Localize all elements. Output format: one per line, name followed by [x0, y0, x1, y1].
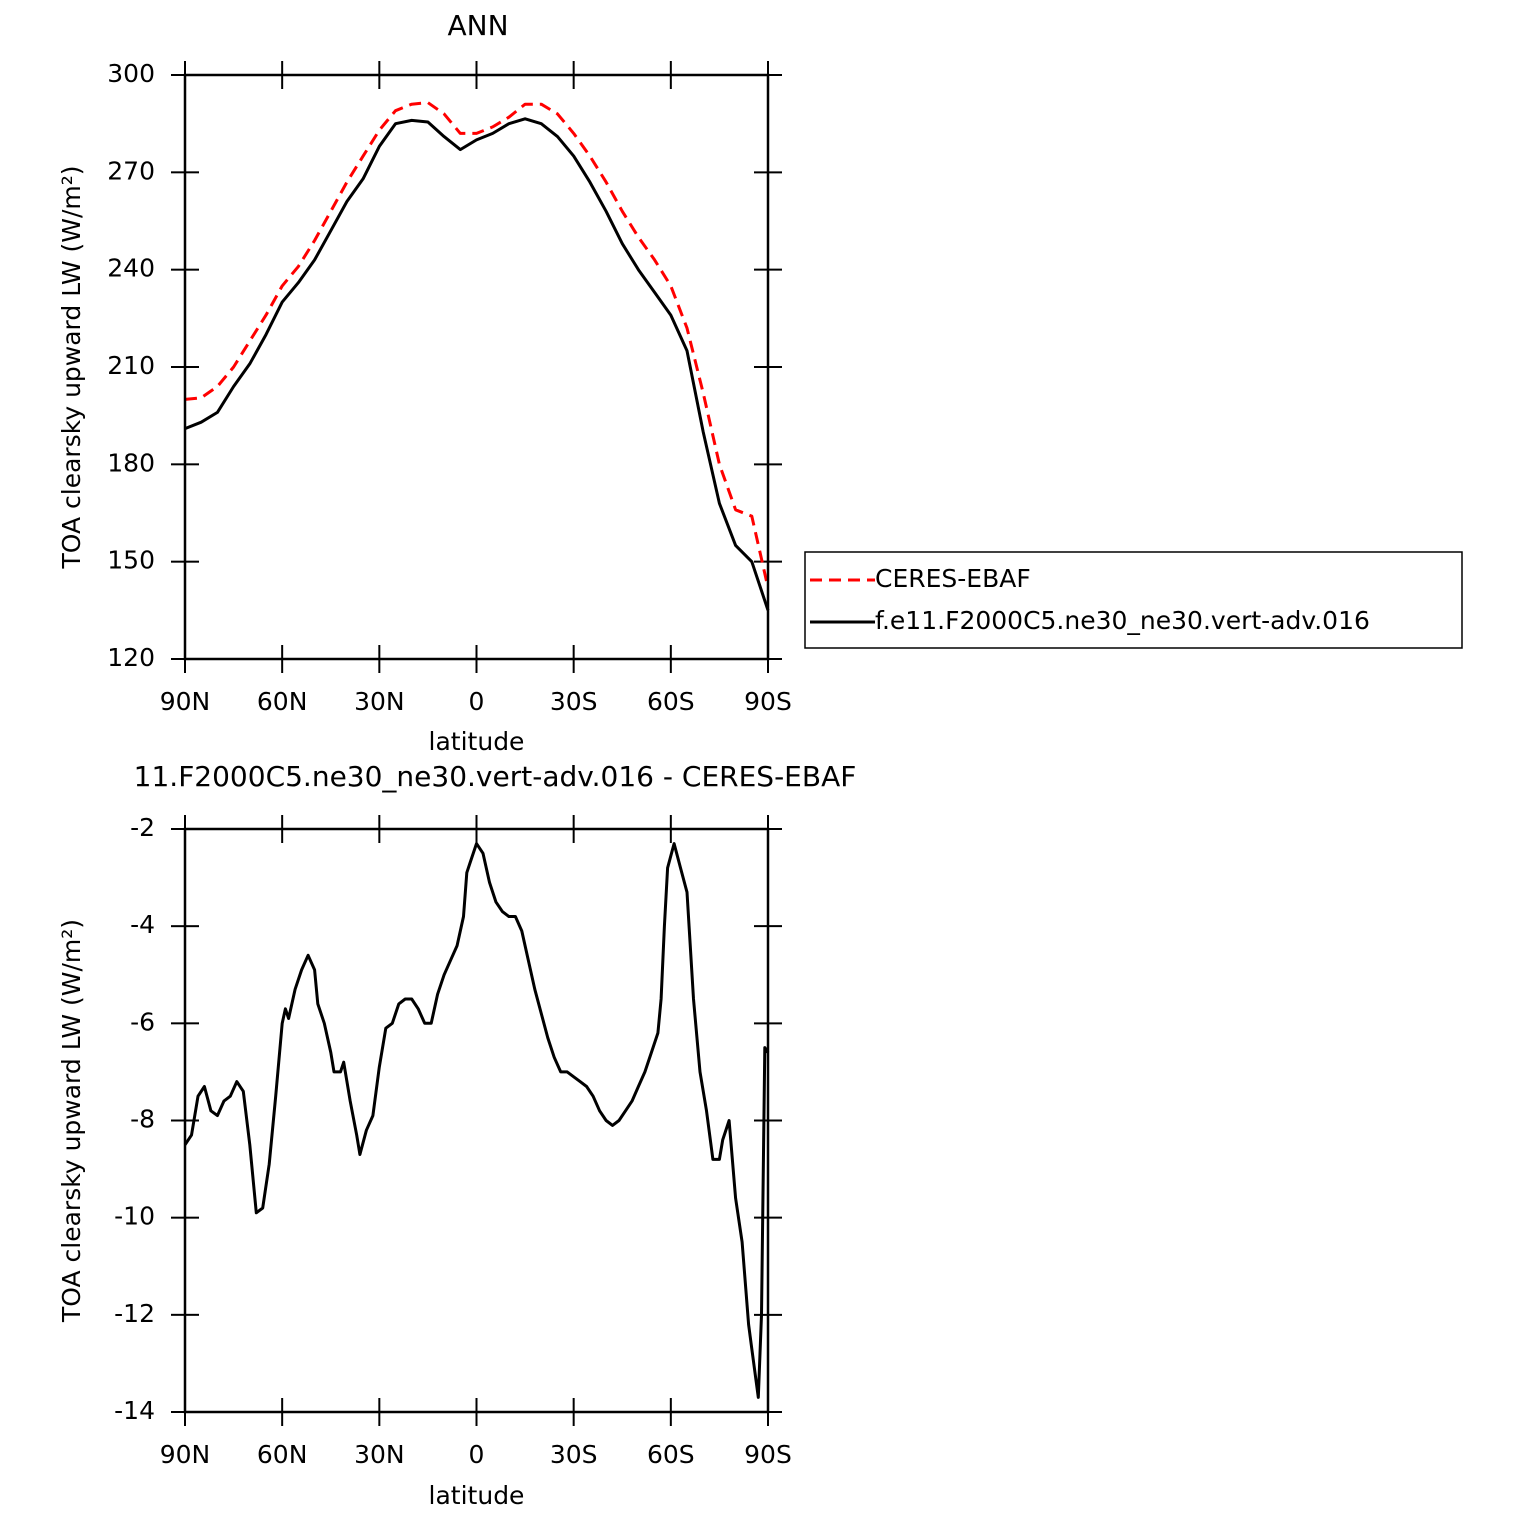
plot-frame	[183, 827, 770, 1414]
chart-title: 11.F2000C5.ne30_ne30.vert-adv.016 - CERE…	[134, 760, 857, 793]
data-line	[184, 101, 770, 588]
x-tick-label: 30S	[550, 1440, 598, 1469]
y-axis-label: TOA clearsky upward LW (W/m²)	[57, 165, 86, 569]
chart-panel: 11.F2000C5.ne30_ne30.vert-adv.016 - CERE…	[57, 760, 856, 1510]
x-tick-label: 90N	[160, 687, 211, 716]
y-axis-label: TOA clearsky upward LW (W/m²)	[57, 919, 86, 1323]
chart-title: ANN	[447, 9, 508, 42]
x-tick-label: 60S	[647, 1440, 695, 1469]
x-tick-label: 90S	[744, 1440, 792, 1469]
x-axis-label: latitude	[429, 1481, 525, 1510]
legend-label: CERES-EBAF	[875, 564, 1031, 593]
legend-box	[804, 551, 1463, 649]
y-tick-label: 150	[107, 546, 155, 575]
y-tick-label: -14	[114, 1396, 155, 1425]
plot-frame	[183, 73, 770, 661]
data-line	[183, 842, 770, 1399]
x-tick-label: 60N	[257, 687, 308, 716]
x-tick-label: 30S	[550, 687, 598, 716]
y-tick-label: 180	[107, 448, 155, 477]
x-tick-label: 90N	[160, 1440, 211, 1469]
x-tick-label: 60N	[257, 1440, 308, 1469]
x-tick-label: 30N	[354, 1440, 405, 1469]
x-tick-label: 60S	[647, 687, 695, 716]
data-line	[184, 117, 770, 611]
y-tick-label: -8	[130, 1105, 155, 1134]
y-tick-label: -4	[130, 910, 155, 939]
y-tick-label: -2	[130, 813, 155, 842]
y-tick-label: -12	[114, 1299, 155, 1328]
x-tick-label: 0	[469, 687, 485, 716]
x-tick-label: 30N	[354, 687, 405, 716]
y-tick-label: 240	[107, 254, 155, 283]
x-tick-label: 0	[469, 1440, 485, 1469]
y-tick-label: 210	[107, 351, 155, 380]
chart-panel: ANN latitude TOA clearsky upward LW (W/m²)…	[57, 9, 1463, 756]
y-tick-label: 300	[107, 59, 155, 88]
legend: CERES-EBAF f.e11.F2000C5.ne30_ne30.vert-a…	[804, 551, 1463, 649]
y-tick-label: 120	[107, 643, 155, 672]
x-tick-label: 90S	[744, 687, 792, 716]
x-axis-label: latitude	[429, 727, 525, 756]
y-tick-label: -10	[114, 1202, 155, 1231]
y-tick-label: 270	[107, 156, 155, 185]
y-tick-label: -6	[130, 1007, 155, 1036]
legend-label: f.e11.F2000C5.ne30_ne30.vert-adv.016	[875, 606, 1370, 635]
